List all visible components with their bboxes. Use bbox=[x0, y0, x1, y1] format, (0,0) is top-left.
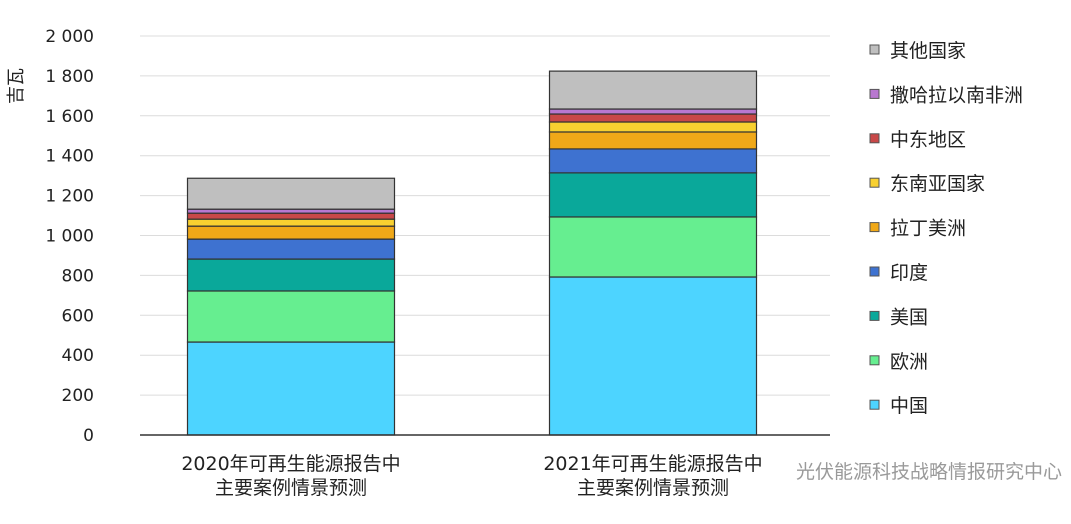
legend-label: 中国 bbox=[890, 395, 928, 417]
legend-swatch bbox=[869, 355, 880, 366]
y-tick-label: 1 400 bbox=[45, 147, 94, 167]
legend-label: 美国 bbox=[890, 306, 928, 328]
legend-swatch bbox=[869, 266, 880, 277]
bar-segment-印度 bbox=[186, 238, 396, 260]
legend-label: 东南亚国家 bbox=[890, 173, 985, 195]
legend-swatch bbox=[869, 133, 880, 144]
bar-segment-中国 bbox=[548, 276, 758, 436]
y-tick-label: 200 bbox=[62, 386, 94, 406]
legend-swatch bbox=[869, 399, 880, 410]
legend-label: 中东地区 bbox=[890, 129, 966, 151]
bar-segment-中东地区 bbox=[186, 212, 396, 220]
bar-segment-拉丁美洲 bbox=[548, 131, 758, 150]
legend-swatch bbox=[869, 310, 880, 321]
legend-label: 印度 bbox=[890, 262, 928, 284]
y-tick-label: 1 000 bbox=[45, 227, 94, 247]
y-tick-label: 1 200 bbox=[45, 187, 94, 207]
bar-segment-美国 bbox=[186, 258, 396, 292]
x-tick-label: 2020年可再生能源报告中 bbox=[181, 453, 400, 475]
legend-label: 拉丁美洲 bbox=[890, 218, 966, 240]
bar-segment-美国 bbox=[548, 172, 758, 218]
y-tick-label: 0 bbox=[83, 426, 94, 446]
legend-swatch bbox=[869, 177, 880, 188]
bar-segment-撒哈拉以南非洲 bbox=[548, 108, 758, 115]
x-tick-label: 2021年可再生能源报告中 bbox=[543, 453, 762, 475]
legend-swatch bbox=[869, 44, 880, 55]
bar-segment-中东地区 bbox=[548, 113, 758, 123]
bar-segment-东南亚国家 bbox=[186, 218, 396, 227]
y-tick-label: 1 600 bbox=[45, 107, 94, 127]
bar-segment-东南亚国家 bbox=[548, 121, 758, 133]
watermark-text: 光伏能源科技战略情报研究中心 bbox=[796, 461, 1062, 483]
legend-swatch bbox=[869, 88, 880, 99]
bar-segment-拉丁美洲 bbox=[186, 225, 396, 240]
bar-segment-其他国家 bbox=[186, 177, 396, 210]
x-tick-label: 主要案例情景预测 bbox=[577, 477, 729, 499]
legend-label: 撒哈拉以南非洲 bbox=[890, 84, 1023, 106]
y-axis-label: 吉瓦 bbox=[6, 68, 27, 104]
y-tick-label: 2 000 bbox=[45, 27, 94, 47]
legend-label: 欧洲 bbox=[890, 351, 928, 373]
bar-segment-中国 bbox=[186, 341, 396, 436]
y-tick-label: 1 800 bbox=[45, 67, 94, 87]
bar-segment-其他国家 bbox=[548, 70, 758, 110]
legend-label: 其他国家 bbox=[890, 40, 966, 62]
legend-swatch bbox=[869, 222, 880, 233]
y-tick-label: 400 bbox=[62, 346, 94, 366]
bar-segment-欧洲 bbox=[186, 290, 396, 343]
x-tick-label: 主要案例情景预测 bbox=[215, 477, 367, 499]
y-tick-label: 800 bbox=[62, 266, 94, 286]
bar-segment-欧洲 bbox=[548, 216, 758, 278]
bar-segment-印度 bbox=[548, 148, 758, 174]
y-tick-label: 600 bbox=[62, 306, 94, 326]
